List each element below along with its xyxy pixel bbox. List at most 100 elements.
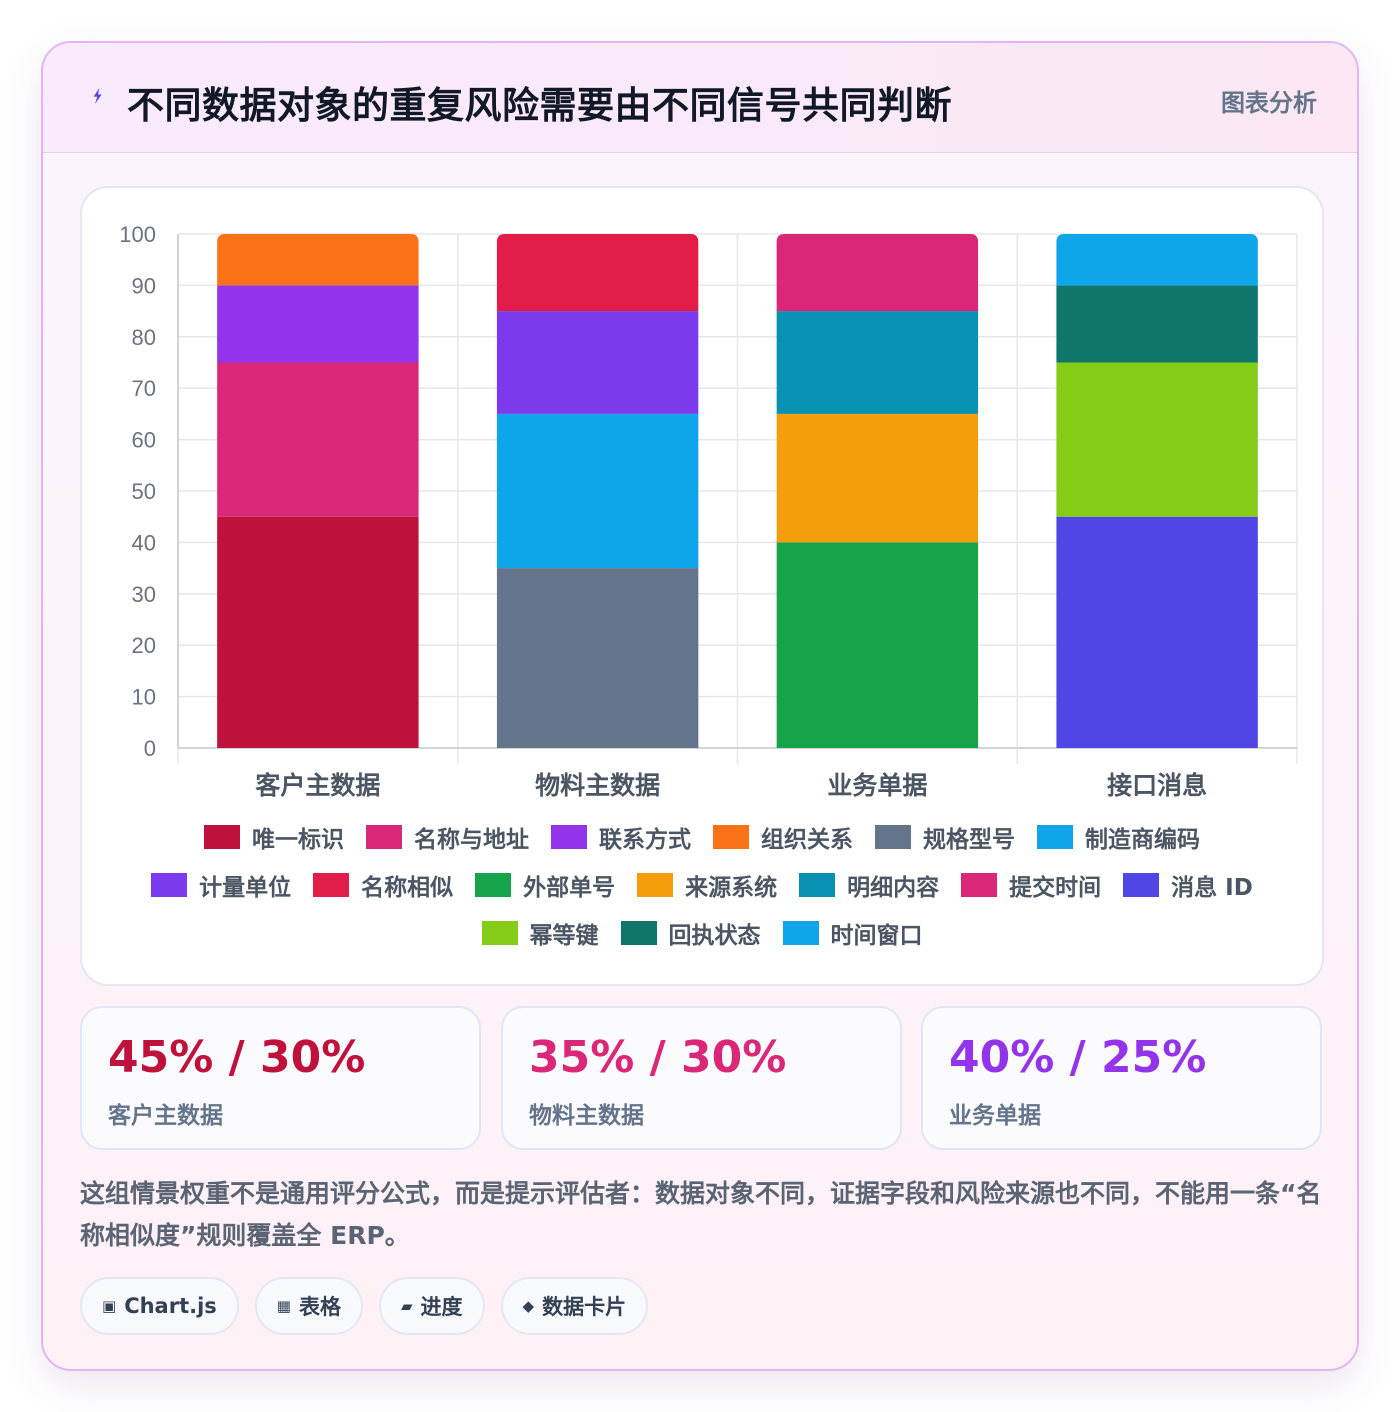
x-tick-label: 物料主数据 bbox=[535, 771, 660, 800]
legend-item[interactable]: 回执状态 bbox=[620, 916, 761, 950]
bar-segment bbox=[1056, 234, 1258, 286]
bar-segment bbox=[1056, 362, 1258, 517]
bar-segment bbox=[776, 413, 979, 543]
chip-table[interactable]: ▦ 表格 bbox=[254, 1277, 363, 1335]
legend-item[interactable]: 组织关系 bbox=[713, 820, 853, 854]
x-tick-label: 客户主数据 bbox=[255, 771, 380, 800]
panel-header: 不同数据对象的重复风险需要由不同信号共同判断 图表分析 bbox=[43, 43, 1357, 153]
legend-label: 消息 ID bbox=[1171, 875, 1253, 901]
legend-item[interactable]: 名称与地址 bbox=[366, 820, 529, 854]
bar-segment bbox=[776, 311, 979, 414]
lightning-icon bbox=[93, 88, 102, 104]
legend-item[interactable]: 提交时间 bbox=[961, 868, 1101, 902]
stat-value: 40% / 25% bbox=[949, 1032, 1207, 1083]
legend-label: 来源系统 bbox=[685, 875, 778, 901]
legend-label: 明细内容 bbox=[847, 875, 940, 901]
legend-item[interactable]: 名称相似 bbox=[313, 868, 453, 902]
y-tick-label: 100 bbox=[119, 222, 156, 247]
chip-progress[interactable]: ▰ 进度 bbox=[378, 1277, 485, 1335]
legend-label: 制造商编码 bbox=[1085, 827, 1200, 853]
legend-item[interactable]: 来源系统 bbox=[637, 868, 777, 902]
legend-swatch bbox=[204, 825, 240, 849]
legend-swatch bbox=[961, 873, 998, 897]
x-tick-label: 接口消息 bbox=[1107, 771, 1207, 800]
stacked-bar-chart: 0 10 20 30 40 50 60 70 80 90 100 客户主数据 物料主数据 业务单据 接口消息 bbox=[119, 222, 1298, 800]
chip-data-card[interactable]: ◆ 数据卡片 bbox=[500, 1277, 649, 1335]
legend-label: 规格型号 bbox=[923, 827, 1015, 853]
stat-cards: 45% / 30% 客户主数据 35% / 30% 物料主数据 40% / 25… bbox=[80, 1006, 1324, 1150]
chip-chartjs[interactable]: ▣ Chart.js bbox=[80, 1277, 239, 1335]
legend-swatch bbox=[1123, 873, 1160, 897]
legend-swatch bbox=[551, 825, 587, 849]
legend-item[interactable]: 唯一标识 bbox=[204, 820, 344, 854]
legend-swatch bbox=[366, 825, 402, 849]
legend-label: 回执状态 bbox=[668, 923, 761, 949]
y-tick-label: 40 bbox=[132, 530, 156, 555]
y-tick-label: 90 bbox=[132, 273, 156, 298]
legend-label: 名称相似 bbox=[361, 875, 454, 901]
legend-swatch bbox=[475, 873, 512, 897]
chart-container: 0 10 20 30 40 50 60 70 80 90 100 客户主数据 物料主数据 业务单据 接口消息… bbox=[80, 186, 1324, 986]
legend-item[interactable]: 联系方式 bbox=[551, 820, 691, 854]
stat-value: 45% / 30% bbox=[108, 1032, 366, 1083]
page-title: 不同数据对象的重复风险需要由不同信号共同判断 bbox=[127, 84, 952, 127]
legend-label: 唯一标识 bbox=[252, 827, 344, 853]
stat-card: 35% / 30% 物料主数据 bbox=[501, 1006, 902, 1150]
chart-icon: ▣ bbox=[102, 1297, 117, 1315]
chip-label: Chart.js bbox=[124, 1294, 217, 1318]
chip-label: 数据卡片 bbox=[542, 1295, 627, 1319]
legend-item[interactable]: 时间窗口 bbox=[782, 916, 923, 950]
legend-swatch bbox=[313, 873, 350, 897]
legend-item[interactable]: 消息 ID bbox=[1123, 868, 1253, 902]
legend-label: 名称与地址 bbox=[414, 827, 529, 853]
chart-panel: 不同数据对象的重复风险需要由不同信号共同判断 图表分析 0 10 20 30 40 50 6… bbox=[41, 41, 1359, 1371]
legend-item[interactable]: 制造商编码 bbox=[1037, 820, 1200, 854]
y-tick-label: 80 bbox=[132, 325, 156, 350]
y-tick-label: 20 bbox=[132, 633, 156, 658]
legend-swatch bbox=[637, 873, 674, 897]
legend-item[interactable]: 明细内容 bbox=[799, 868, 939, 902]
legend-label: 组织关系 bbox=[761, 827, 853, 853]
legend-label: 外部单号 bbox=[523, 875, 616, 901]
chart-legend: 唯一标识 名称与地址 联系方式 组织关系 规格型号 制造商编码计量单位 名称相似 外部单号 来源… bbox=[82, 820, 1322, 950]
progress-icon: ▰ bbox=[400, 1297, 413, 1315]
legend-swatch bbox=[782, 921, 819, 945]
chip-label: 表格 bbox=[298, 1295, 341, 1319]
legend-swatch bbox=[799, 873, 836, 897]
bar-segment bbox=[776, 542, 979, 748]
bar-segment bbox=[496, 568, 699, 748]
stat-value: 35% / 30% bbox=[529, 1032, 787, 1083]
legend-item[interactable]: 规格型号 bbox=[875, 820, 1015, 854]
legend-label: 时间窗口 bbox=[830, 923, 923, 949]
x-tick-label: 业务单据 bbox=[827, 771, 927, 800]
legend-swatch bbox=[1037, 825, 1073, 849]
bar-segment bbox=[496, 311, 699, 414]
legend-item[interactable]: 计量单位 bbox=[151, 868, 291, 902]
bar-segment bbox=[217, 285, 419, 363]
y-tick-label: 30 bbox=[132, 582, 156, 607]
legend-swatch bbox=[875, 825, 911, 849]
bar-segment bbox=[496, 234, 699, 312]
bar-segment bbox=[217, 516, 419, 748]
description-note: 这组情景权重不是通用评分公式，而是提示评估者：数据对象不同，证据字段和风险来源也… bbox=[80, 1179, 1322, 1250]
bar-segment bbox=[1056, 516, 1258, 748]
bar-segment bbox=[217, 362, 419, 517]
bar-segment bbox=[776, 234, 979, 312]
legend-swatch bbox=[481, 921, 518, 945]
table-icon: ▦ bbox=[276, 1297, 291, 1315]
legend-row: 计量单位 名称相似 外部单号 来源系统 明细内容 提交时间 消息 ID bbox=[151, 868, 1253, 902]
y-tick-label: 0 bbox=[144, 736, 156, 761]
legend-swatch bbox=[620, 921, 657, 945]
legend-swatch bbox=[151, 873, 188, 897]
legend-label: 幂等键 bbox=[529, 923, 599, 949]
stat-label: 客户主数据 bbox=[108, 1103, 223, 1129]
legend-row: 唯一标识 名称与地址 联系方式 组织关系 规格型号 制造商编码 bbox=[204, 820, 1200, 854]
chip-label: 进度 bbox=[420, 1295, 463, 1319]
legend-label: 提交时间 bbox=[1009, 875, 1102, 901]
y-tick-label: 50 bbox=[132, 479, 156, 504]
legend-swatch bbox=[713, 825, 749, 849]
legend-item[interactable]: 幂等键 bbox=[481, 916, 599, 950]
y-tick-label: 10 bbox=[132, 685, 156, 710]
legend-item[interactable]: 外部单号 bbox=[475, 868, 615, 902]
diamond-icon: ◆ bbox=[522, 1297, 535, 1315]
